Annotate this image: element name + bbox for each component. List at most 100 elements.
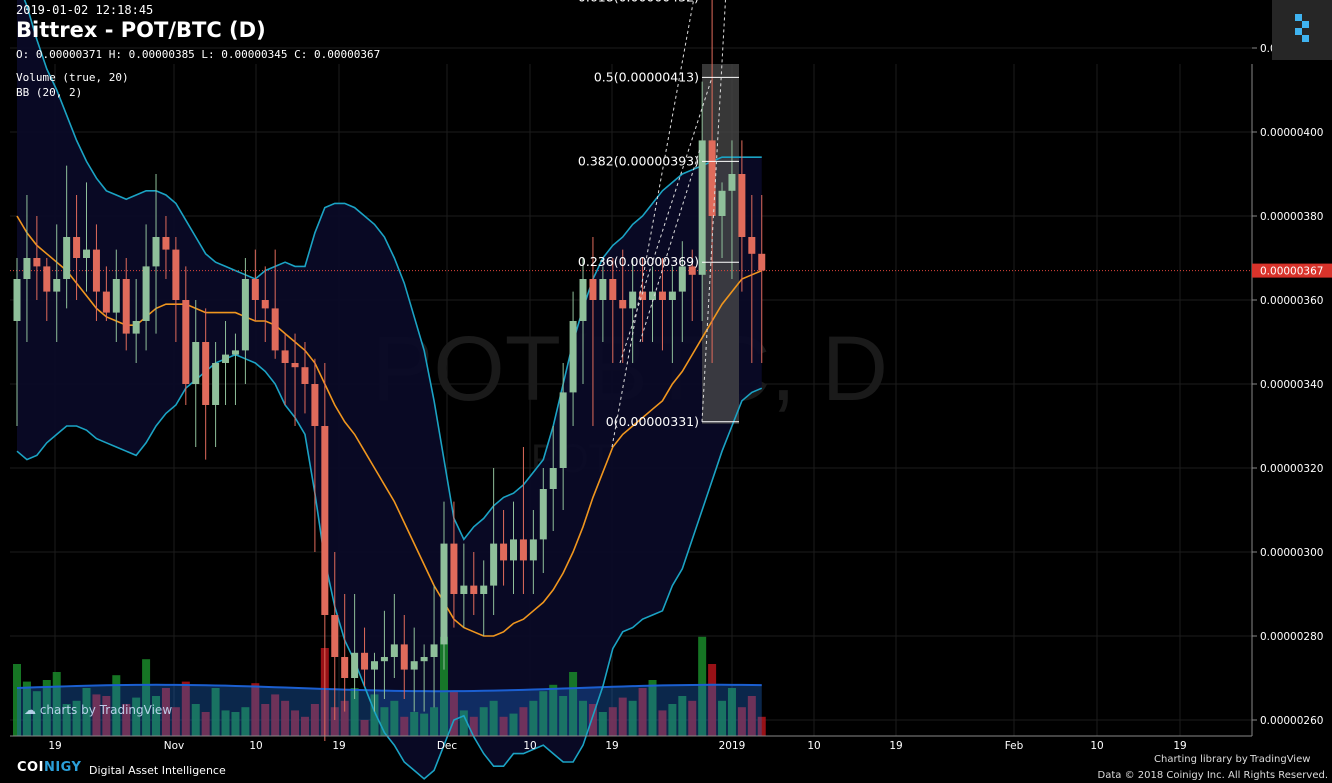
candle-body [460,585,468,594]
candle [649,266,657,342]
brand-prefix: COI [17,760,44,775]
candle-body [619,300,627,309]
candle [23,195,31,342]
volume-bar [579,700,588,736]
candle-body [291,363,299,368]
candle-body [569,321,577,393]
candle-body [400,644,408,670]
candle-body [390,644,398,657]
fib-time-zone [702,64,739,424]
volume-bar [171,707,180,736]
candle-body [122,279,130,334]
volume-bar [449,691,458,736]
volume-bar [221,710,230,736]
indicator-volume[interactable]: Volume (true, 20) [16,71,129,84]
volume-bar [22,681,31,736]
volume-bar [330,707,339,736]
candle-body [599,279,607,300]
candle [629,258,637,363]
volume-bar [271,694,280,736]
candle-body [222,354,230,363]
candle [212,342,220,447]
candle [341,594,349,712]
candle-body [549,468,557,489]
candle-body [639,291,647,300]
time-tick-label: 10 [807,740,820,752]
candle-body [92,249,100,292]
candle-body [440,543,448,645]
volume-bar [420,713,429,736]
volume-bar [459,710,468,736]
candle [430,585,438,708]
candle-body [83,249,91,258]
volume-bar [439,636,448,736]
candle-body [559,392,567,468]
candle [500,510,508,586]
indicator-bollinger[interactable]: BB (20, 2) [16,86,83,99]
fib-level-label: 0.236(0.00000369) [578,254,699,269]
volume-bar [519,707,528,736]
candle-body [480,585,488,594]
candle-body [132,321,140,334]
time-tick-label: Feb [1005,740,1024,752]
candle-body [510,539,517,561]
volume-bar [132,697,141,736]
candle [440,501,448,670]
time-tick-label: Dec [437,740,458,752]
candle [311,358,319,552]
volume-bar [628,700,637,736]
candle-body [718,190,726,216]
volume-bar [62,704,71,736]
current-price-tag [1252,263,1332,278]
volume-bar [559,696,568,736]
candle [639,258,647,342]
candle [698,81,706,321]
candle [83,182,91,292]
candle [420,644,428,712]
volume-bar [211,688,220,736]
volume-bar [479,707,488,736]
candle [241,258,249,384]
coinigy-brand: COINIGY [17,760,81,775]
candle-body [231,350,239,355]
volume-bar [281,700,290,736]
timestamp: 2019-01-02 12:18:45 [16,3,154,17]
volume-bar [112,675,121,736]
candle [291,333,299,426]
candle [152,174,160,334]
volume-bar [231,712,240,736]
price-tick-label: 0.00000380 [1260,211,1323,223]
candle-body [649,291,657,300]
candle-body [261,300,269,309]
candle [321,363,329,741]
candle-body [738,174,746,237]
volume-bar [588,704,597,736]
candle-body [490,543,498,586]
fib-level-label: 0.382(0.00000393) [578,153,699,168]
volume-bar [509,713,518,736]
candle-body [758,253,766,271]
volume-bar [499,716,508,736]
time-tick-label: 10 [249,740,262,752]
candle-body [281,350,289,363]
candle [658,258,666,351]
candle [13,258,21,426]
volume-bar [82,688,91,736]
candle-body [658,291,666,300]
bb-fill [17,0,762,779]
volume-bar [261,704,270,736]
volume-bar [122,704,131,736]
volume-bar [251,683,260,736]
candle-body [380,657,388,662]
volume-bar [727,688,736,736]
coinigy-logo-icon[interactable] [1272,0,1332,60]
candle-body [182,300,190,384]
candle [678,241,686,342]
tradingview-credit[interactable]: TradingView [1250,754,1311,765]
volume-bar [191,704,200,736]
fib-trend-line [619,77,713,364]
candle [370,652,378,712]
volume-bar [400,716,409,736]
candle [460,543,468,628]
